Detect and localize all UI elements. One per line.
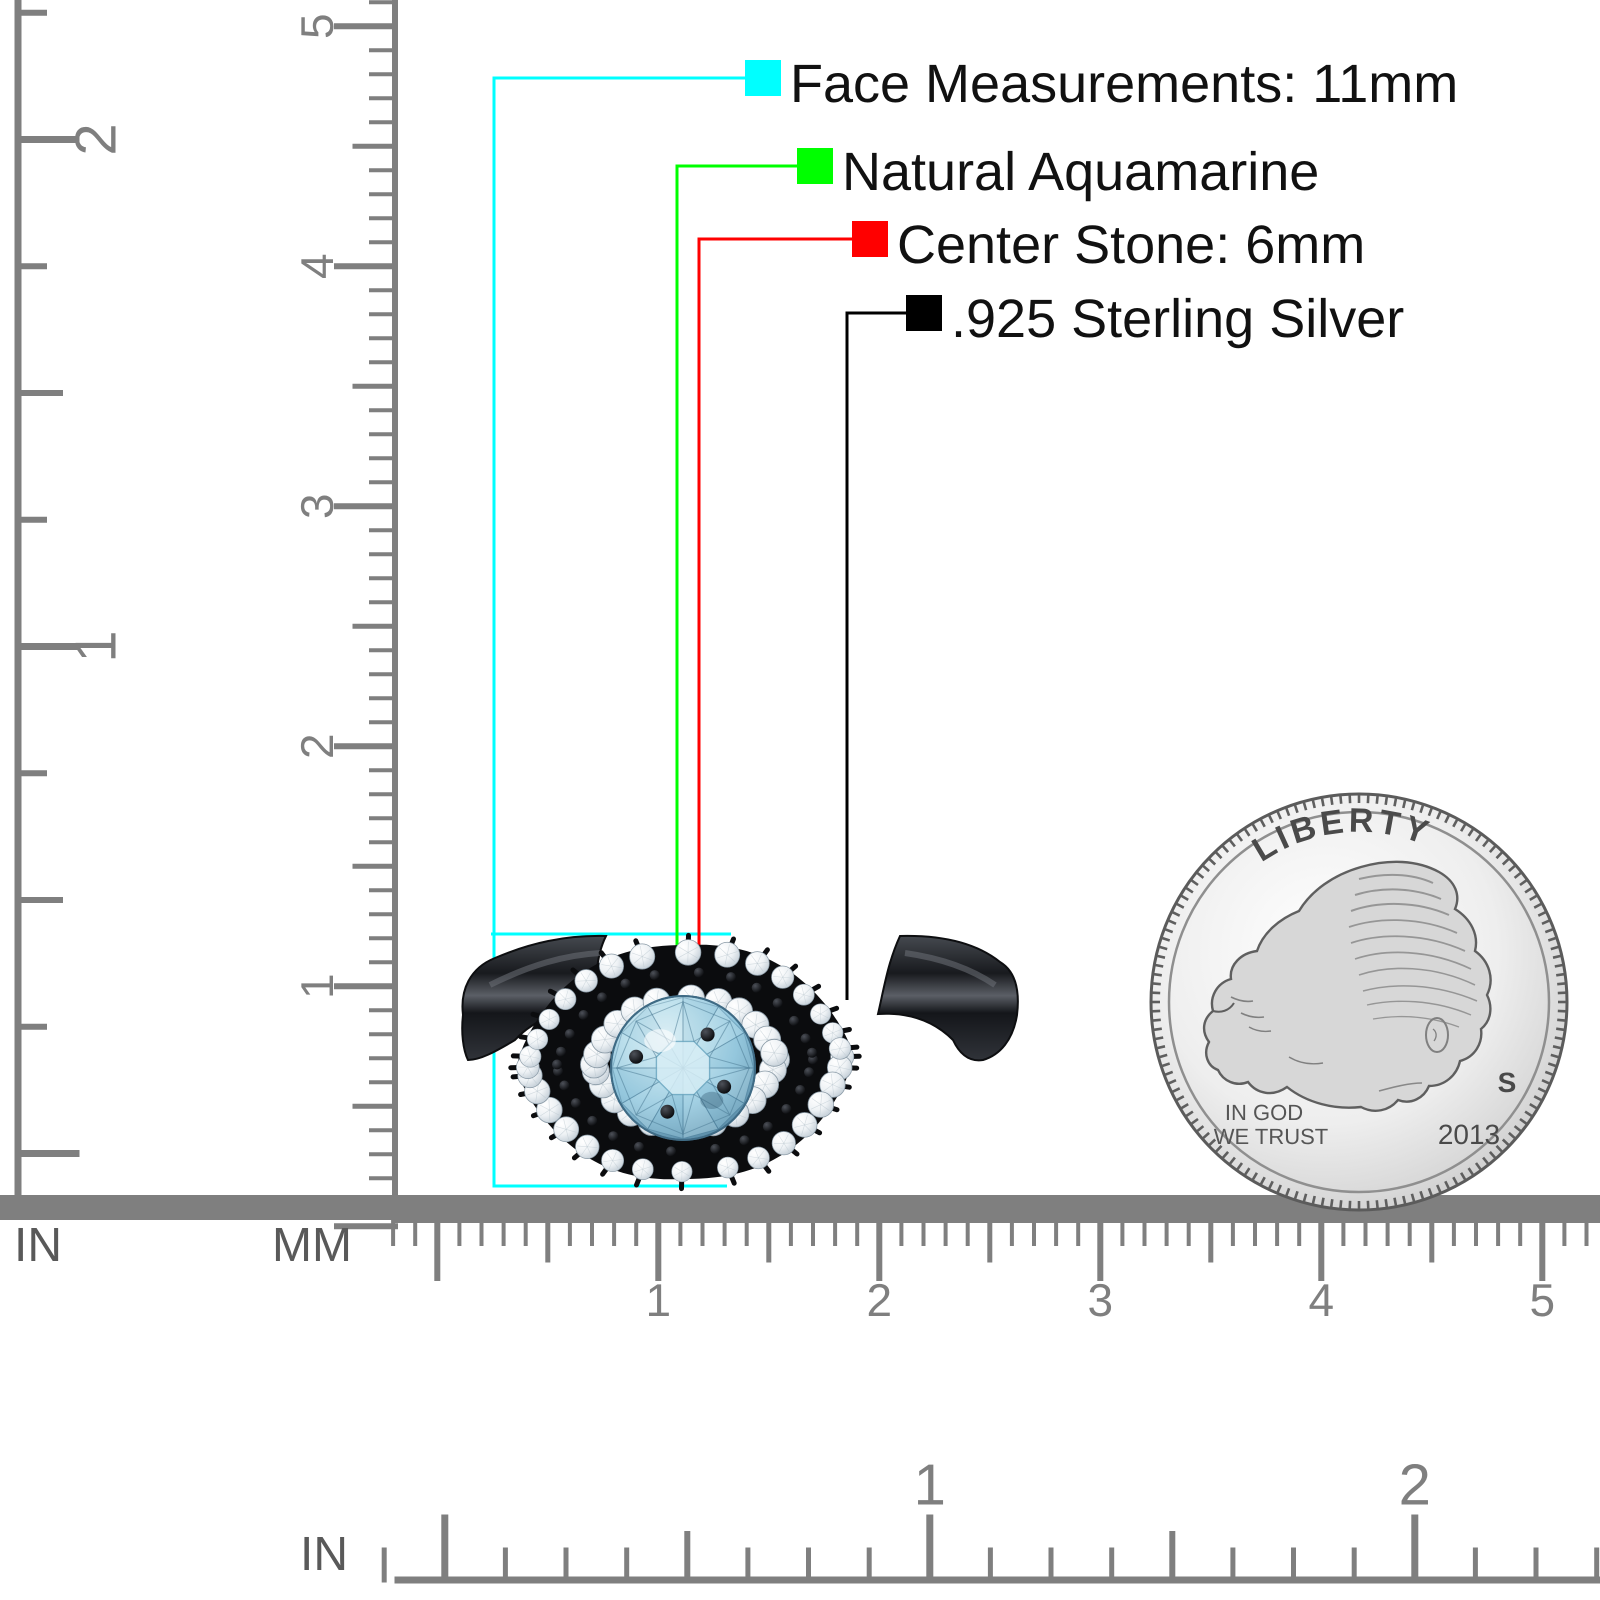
svg-text:2013: 2013 bbox=[1438, 1119, 1500, 1150]
svg-text:S: S bbox=[1498, 1067, 1517, 1098]
svg-text:WE TRUST: WE TRUST bbox=[1214, 1124, 1328, 1149]
svg-text:IN GOD: IN GOD bbox=[1225, 1100, 1303, 1125]
